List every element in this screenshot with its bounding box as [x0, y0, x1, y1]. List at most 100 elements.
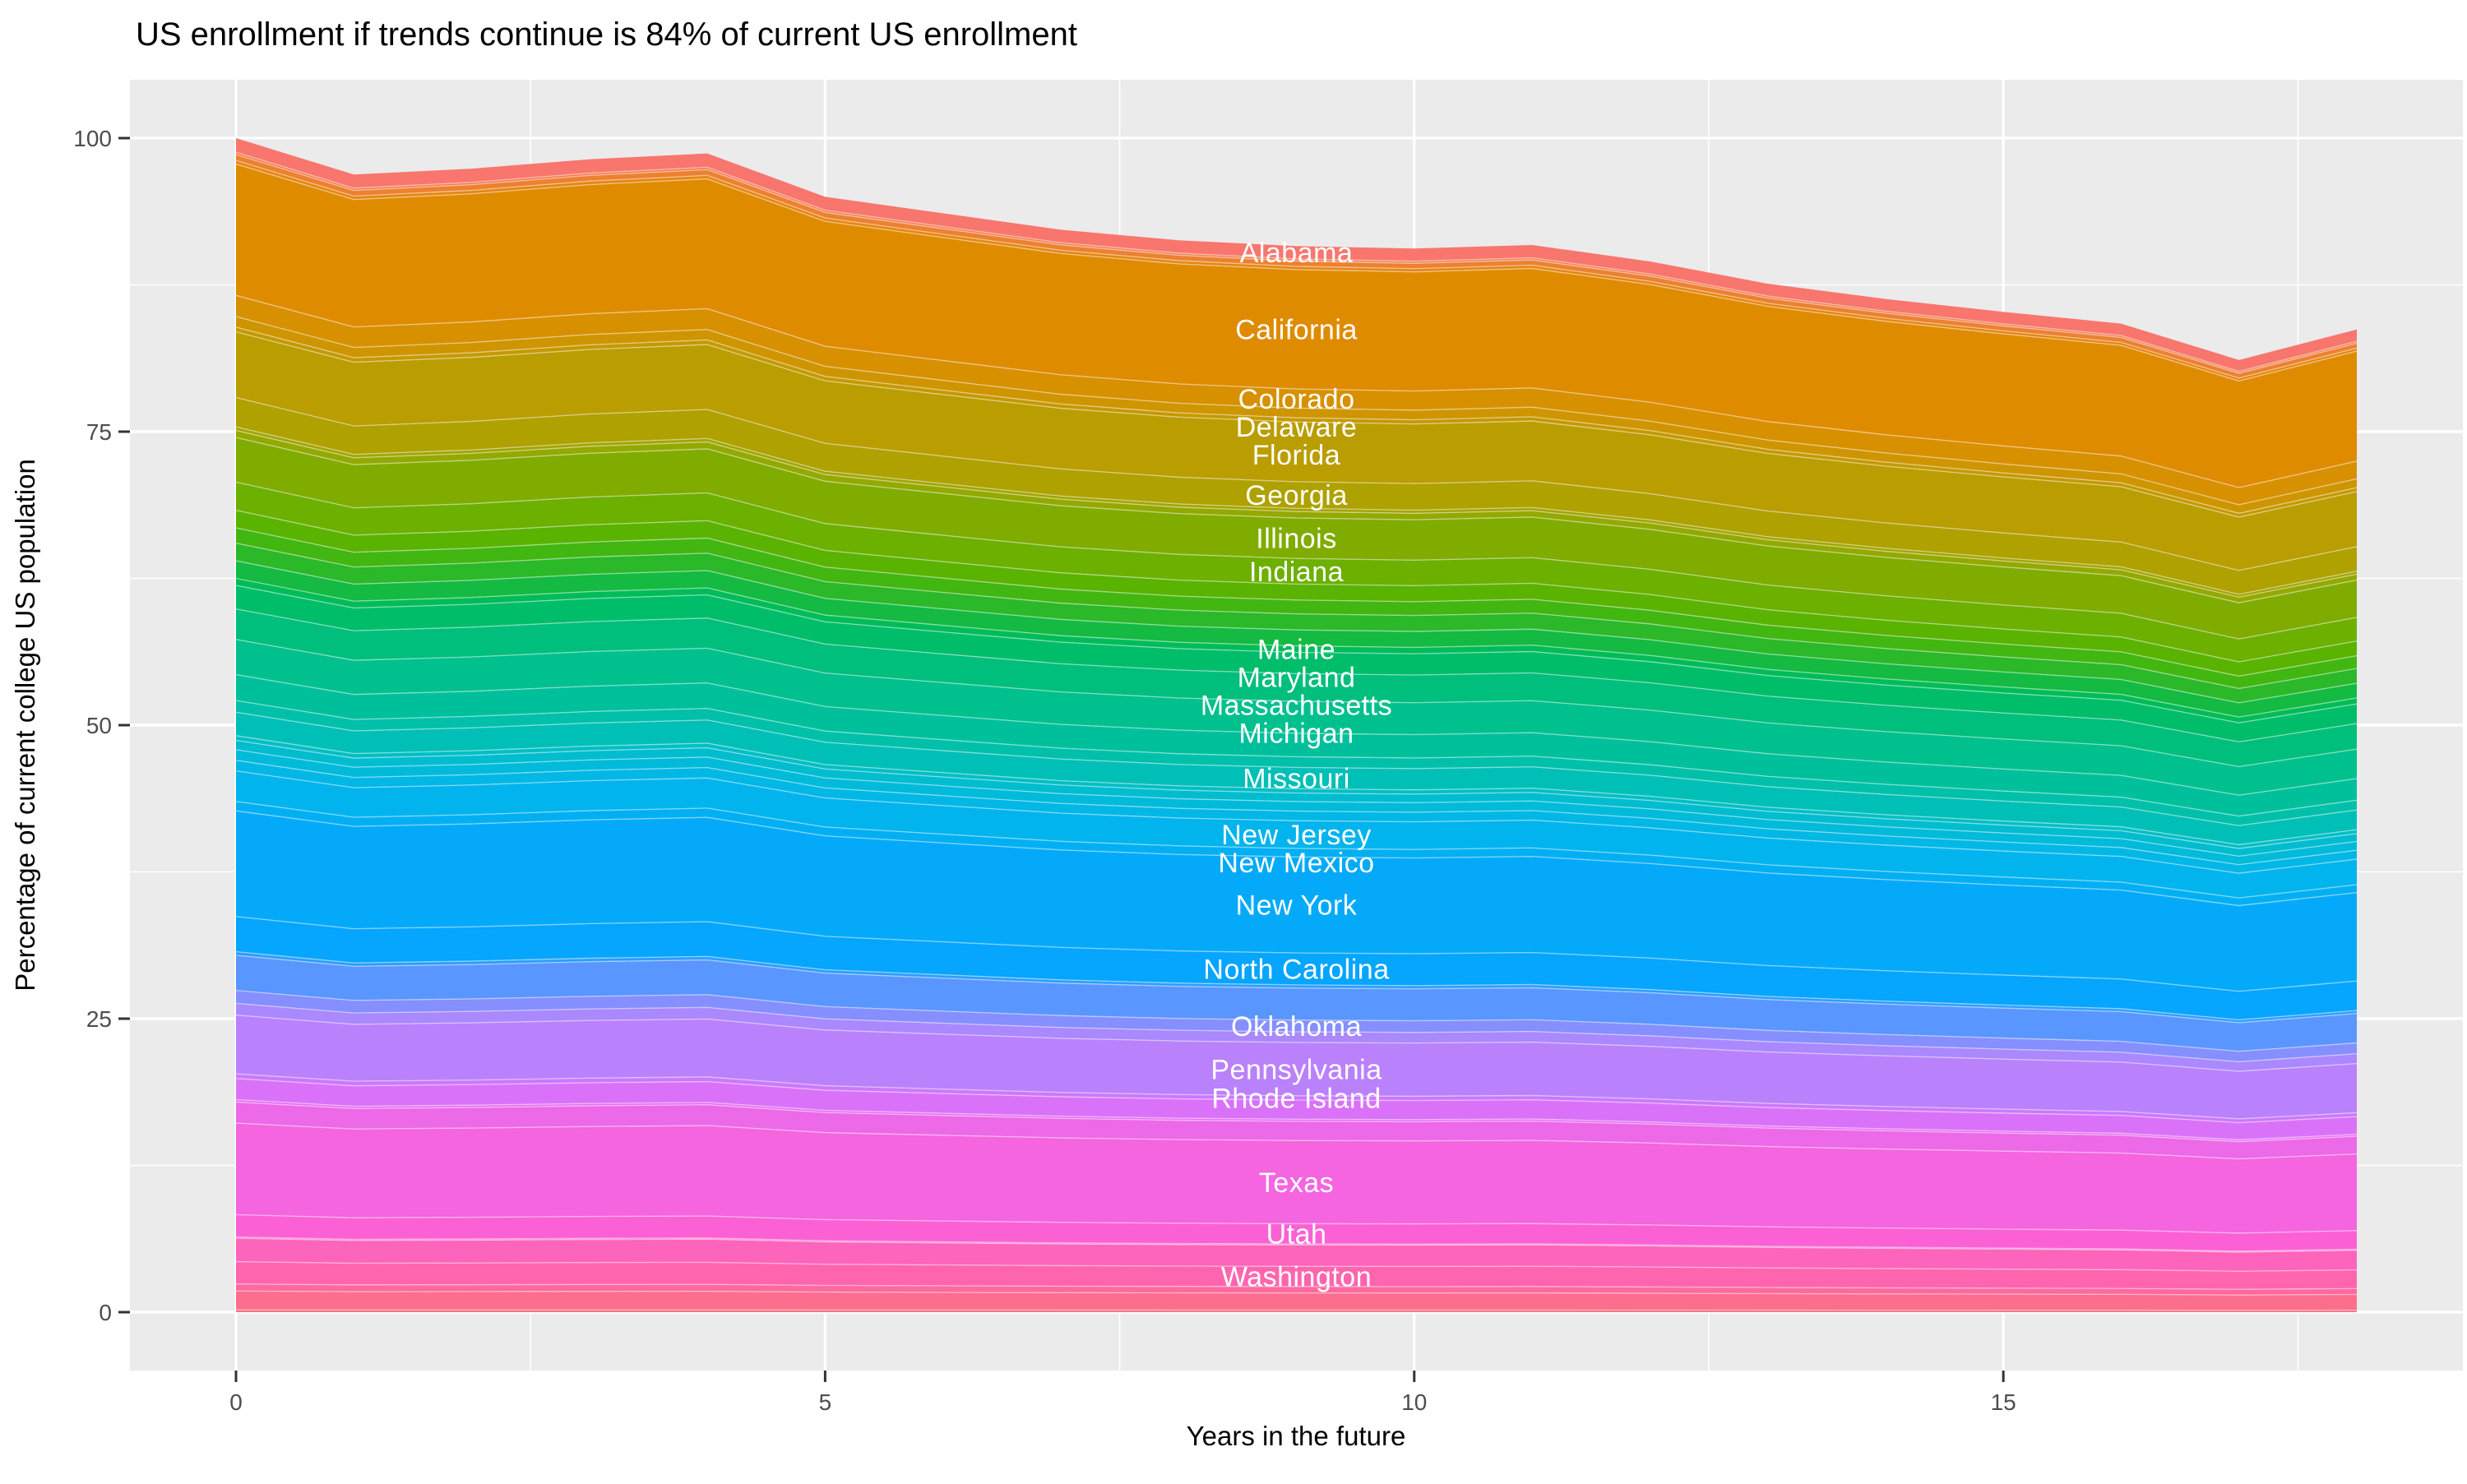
state-label-new-york: New York — [1236, 890, 1358, 922]
band-edge — [235, 426, 2358, 595]
band-edge — [235, 1214, 2358, 1234]
band-edge — [235, 151, 2358, 372]
area-band-oregon — [236, 1003, 2357, 1071]
band-edge — [235, 509, 2358, 663]
area-band-rhode-island — [236, 1074, 2357, 1123]
band-edge — [235, 437, 2358, 603]
area-band-new-mexico — [236, 801, 2357, 906]
band-edge — [235, 154, 2358, 374]
band-edge — [235, 735, 2358, 846]
state-label-missouri: Missouri — [1243, 763, 1350, 794]
band-edge — [235, 326, 2358, 515]
area-band-california — [236, 164, 2357, 488]
band-edge — [235, 673, 2358, 796]
area-band-edges — [235, 151, 2358, 1311]
state-labels: Alabama California ColoradoDelawareFlorida… — [1201, 238, 1392, 1292]
area-band-arizona — [236, 154, 2357, 378]
state-label-pennsylvania: Pennsylvania — [1210, 1054, 1382, 1085]
area-band-vermont — [236, 1237, 2357, 1253]
y-tick-label: 0 — [99, 1300, 112, 1325]
state-label-florida: Florida — [1252, 440, 1340, 471]
band-edge — [235, 711, 2358, 826]
area-band-alabama — [236, 138, 2357, 372]
band-edge — [235, 577, 2358, 718]
area-band-ohio — [236, 955, 2357, 1052]
area-band-georgia — [236, 397, 2357, 594]
area-band-north-dakota — [236, 951, 2357, 1023]
band-edge — [235, 760, 2358, 866]
area-band-south-dakota — [236, 1099, 2357, 1142]
area-band-illinois — [236, 437, 2357, 640]
area-band-tennessee — [236, 1102, 2357, 1159]
state-label-massachusetts: Massachusetts — [1201, 690, 1392, 721]
band-edge — [235, 585, 2358, 724]
state-label-north-carolina: North Carolina — [1203, 954, 1389, 985]
x-tick-label: 5 — [819, 1389, 832, 1415]
y-tick-label: 100 — [73, 126, 112, 151]
area-band-north-carolina — [236, 916, 2357, 1020]
state-label-rhode-island: Rhode Island — [1211, 1083, 1381, 1114]
band-edge — [235, 1290, 2358, 1296]
band-edge — [235, 801, 2358, 899]
band-edge — [235, 749, 2358, 857]
band-edge — [235, 739, 2358, 849]
area-band-new-hampshire — [236, 760, 2357, 874]
area-band-michigan — [236, 639, 2357, 796]
area-band-kansas — [236, 528, 2357, 689]
band-edge — [235, 542, 2358, 690]
area-band-nebraska — [236, 740, 2357, 857]
y-axis-title: Percentage of current college US populat… — [10, 459, 40, 992]
axis-tick-marks — [118, 136, 2005, 1382]
state-label-colorado: Colorado — [1238, 384, 1355, 415]
y-tick-label: 50 — [86, 713, 112, 738]
chart-title: US enrollment if trends continue is 84% … — [136, 16, 1077, 53]
state-label-delaware: Delaware — [1236, 412, 1358, 443]
area-band-montana — [236, 735, 2357, 849]
band-edge — [235, 1073, 2358, 1120]
area-band-colorado — [236, 295, 2357, 505]
area-band-iowa — [236, 510, 2357, 677]
band-edge — [235, 331, 2358, 518]
band-edge — [235, 955, 2358, 1024]
band-edge — [235, 990, 2358, 1052]
band-edge — [235, 316, 2358, 506]
band-edge — [235, 1122, 2358, 1160]
band-edge — [235, 1098, 2358, 1141]
band-edge — [235, 700, 2358, 817]
band-edge — [235, 1260, 2358, 1272]
area-band-maryland — [236, 585, 2357, 742]
area-band-connecticut — [236, 317, 2357, 514]
band-edge — [235, 396, 2358, 571]
state-label-indiana: Indiana — [1249, 557, 1344, 588]
x-tick-label: 15 — [1991, 1389, 2016, 1415]
band-edge — [235, 608, 2358, 743]
area-band-new-york — [236, 811, 2357, 992]
state-label-texas: Texas — [1259, 1167, 1334, 1199]
state-label-new-jersey: New Jersey — [1221, 820, 1372, 851]
band-edge — [235, 1002, 2358, 1063]
state-label-illinois: Illinois — [1256, 524, 1336, 555]
y-tick-label: 75 — [86, 419, 112, 445]
area-band-massachusetts — [236, 608, 2357, 767]
state-label-maine: Maine — [1257, 634, 1335, 665]
band-edge — [235, 810, 2358, 907]
area-band-wisconsin — [236, 1291, 2357, 1311]
area-band-louisiana — [236, 561, 2357, 718]
state-label-michigan: Michigan — [1238, 718, 1354, 749]
area-band-new-jersey — [236, 770, 2357, 899]
state-label-georgia: Georgia — [1245, 480, 1347, 511]
area-band-virginia — [236, 1238, 2357, 1272]
band-edge — [235, 481, 2358, 640]
area-band-nevada — [236, 749, 2357, 865]
band-edge — [235, 1237, 2358, 1253]
state-label-maryland: Maryland — [1238, 662, 1356, 693]
area-band-minnesota — [236, 674, 2357, 816]
area-band-pennsylvania — [236, 1015, 2357, 1119]
band-edge — [235, 639, 2358, 768]
band-edge — [235, 1078, 2358, 1124]
area-bands — [236, 138, 2357, 1312]
area-band-mississippi — [236, 700, 2357, 826]
y-tick-label: 25 — [86, 1006, 112, 1032]
band-edge — [235, 916, 2358, 992]
